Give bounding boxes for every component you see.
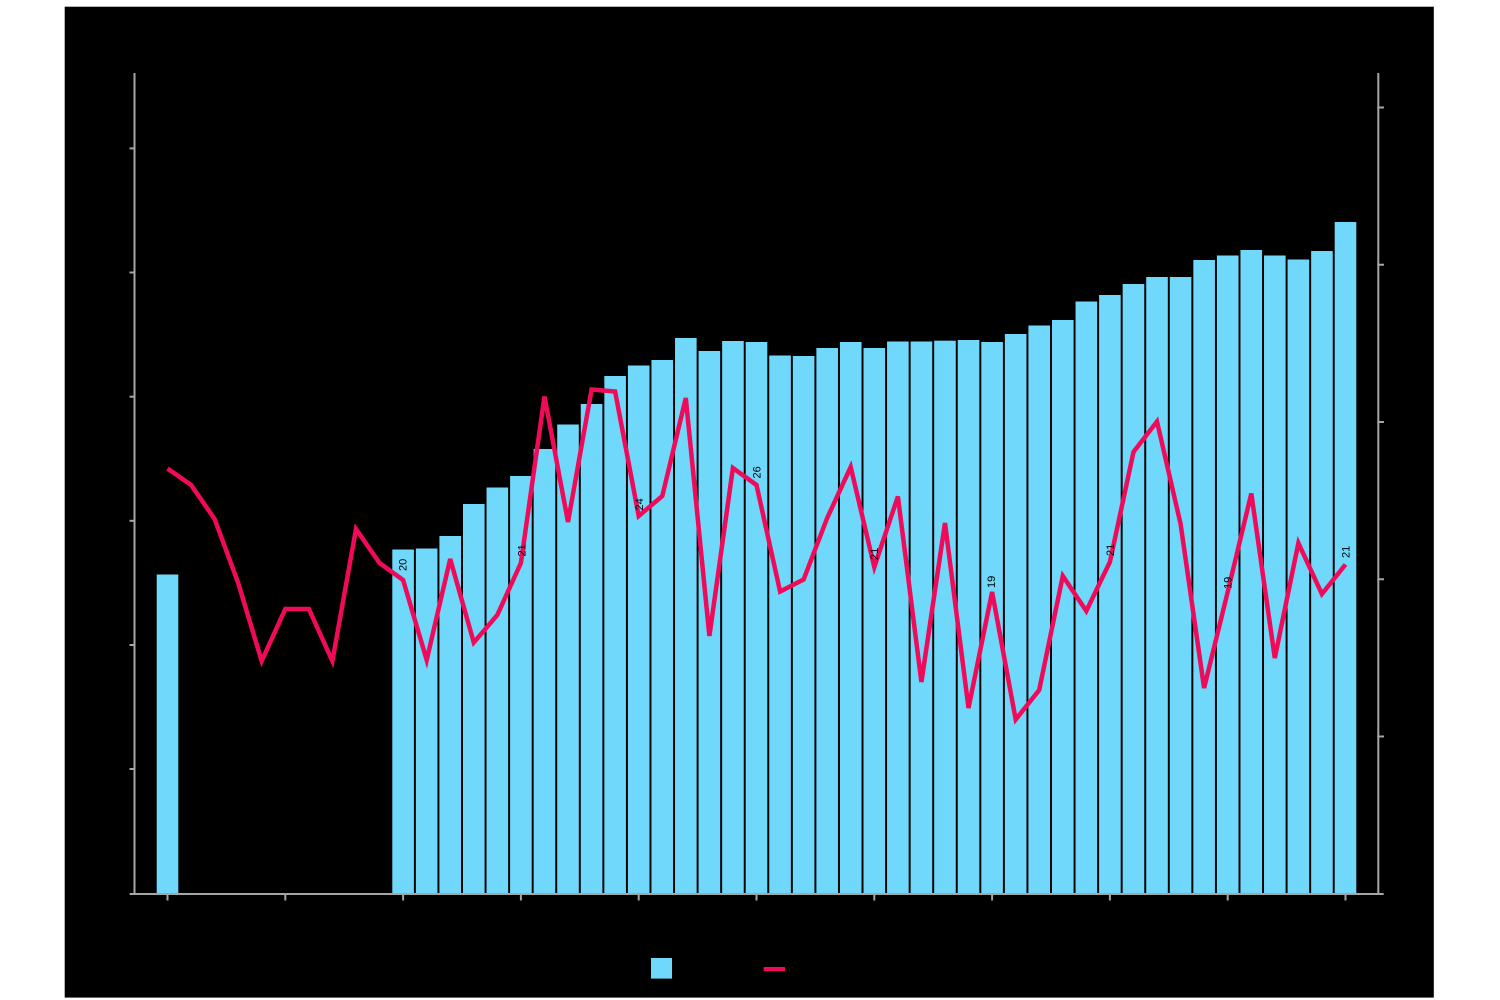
svg-text:21: 21: [869, 548, 881, 560]
svg-text:19: 19: [1223, 577, 1235, 589]
svg-text:21: 21: [1340, 546, 1352, 558]
svg-text:21: 21: [516, 544, 528, 556]
svg-text:24: 24: [634, 498, 646, 510]
svg-text:20: 20: [398, 559, 410, 571]
svg-text:26: 26: [752, 466, 764, 478]
svg-text:21: 21: [1105, 544, 1117, 556]
svg-text:19: 19: [986, 576, 998, 588]
